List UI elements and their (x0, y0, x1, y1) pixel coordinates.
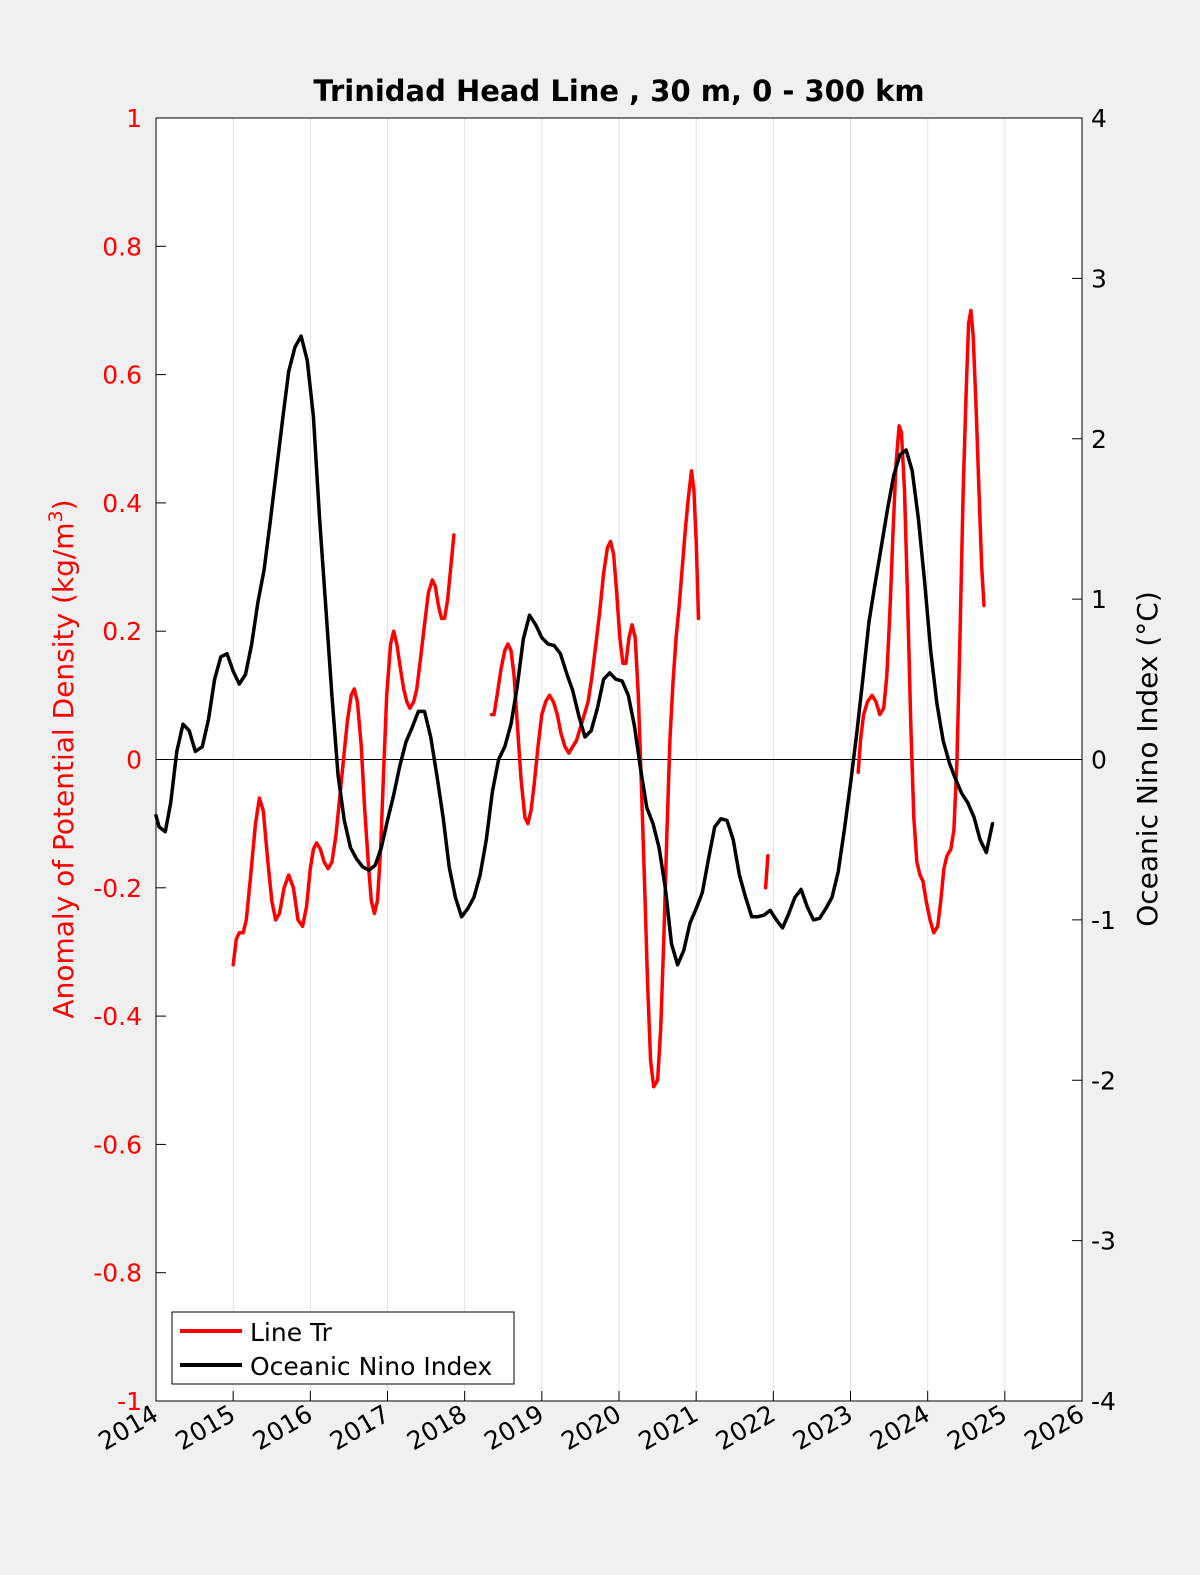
series-oni-segment-0 (154, 334, 995, 967)
series-line-tr-segment-2 (763, 853, 770, 890)
series-line-tr-segment-3 (856, 308, 986, 935)
right-tick-label: 2 (1091, 425, 1107, 454)
y-axis-left-label: Anomaly of Potential Density (kg/m3) (45, 499, 80, 1018)
x-tick-label: 2020 (556, 1399, 626, 1456)
series-layer (154, 308, 995, 1089)
series-line-tr-segment-0 (231, 533, 456, 967)
legend: Line Tr Oceanic Nino Index (171, 1311, 515, 1385)
left-tick-label: 0.4 (102, 489, 142, 518)
left-tick-label: 0.8 (102, 232, 142, 261)
right-tick-label: 0 (1091, 746, 1107, 775)
left-tick-label: -0.8 (93, 1259, 142, 1288)
y-axis-left-label-sup: 3 (45, 510, 67, 522)
right-tick-label: -4 (1091, 1387, 1116, 1416)
chart-title: Trinidad Head Line , 30 m, 0 - 300 km (313, 74, 924, 108)
right-tick-label: 3 (1091, 264, 1107, 293)
x-tick-label: 2024 (865, 1399, 935, 1456)
right-axis: -4 -3 -2 -1 0 1 2 3 4 (1072, 104, 1116, 1416)
left-tick-label: -0.6 (93, 1130, 142, 1159)
legend-box (171, 1311, 515, 1385)
legend-label-oni: Oceanic Nino Index (250, 1352, 492, 1381)
y-axis-left-label-base: Anomaly of Potential Density (kg/m (47, 522, 80, 1018)
right-tick-label: -2 (1091, 1066, 1116, 1095)
left-tick-label: 1 (126, 104, 142, 133)
x-tick-label: 2015 (171, 1399, 241, 1456)
x-tick-label: 2023 (788, 1399, 858, 1456)
y-axis-left-label-end: ) (47, 499, 80, 510)
x-tick-label: 2022 (711, 1399, 781, 1456)
left-tick-label: 0.6 (102, 361, 142, 390)
x-tick-label: 2021 (634, 1399, 704, 1456)
left-axis: -1 -0.8 -0.6 -0.4 -0.2 0 0.2 0.4 0.6 0.8 1 (93, 104, 166, 1416)
x-tick-label: 2018 (402, 1399, 472, 1456)
left-tick-label: 0 (126, 746, 142, 775)
left-tick-label: -0.4 (93, 1002, 142, 1031)
x-tick-label: 2017 (325, 1399, 395, 1456)
left-tick-label: -1 (117, 1387, 142, 1416)
right-tick-label: -3 (1091, 1227, 1116, 1256)
series-line-tr-segment-1 (489, 469, 701, 1089)
right-tick-label: 4 (1091, 104, 1107, 133)
left-tick-label: -0.2 (93, 874, 142, 903)
x-tick-label: 2016 (248, 1399, 318, 1456)
left-tick-label: 0.2 (102, 617, 142, 646)
legend-label-line-tr: Line Tr (250, 1318, 333, 1347)
right-tick-label: -1 (1091, 906, 1116, 935)
x-tick-label: 2026 (1019, 1399, 1089, 1456)
x-tick-label: 2019 (479, 1399, 549, 1456)
y-axis-right-label: Oceanic Nino Index (°C) (1131, 591, 1164, 927)
right-tick-label: 1 (1091, 585, 1107, 614)
x-tick-label: 2025 (942, 1399, 1012, 1456)
